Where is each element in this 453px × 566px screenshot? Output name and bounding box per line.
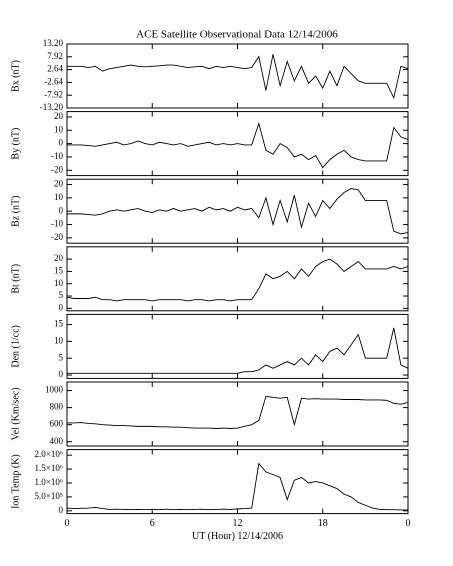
panel-frame	[66, 313, 409, 379]
y-tick-label: 20	[54, 179, 64, 189]
y-tick-label: 0	[59, 138, 64, 148]
y-tick-label: -10	[51, 219, 63, 229]
data-line	[66, 462, 408, 511]
y-tick-label: 1.0×10⁶	[35, 477, 63, 487]
panel-frame	[66, 381, 409, 447]
y-tick-label: -20	[51, 164, 63, 174]
x-tick-label: 18	[318, 518, 328, 529]
y-tick-label: 10	[54, 335, 64, 345]
y-tick-label: 13.20	[43, 38, 64, 48]
y-tick-label: 5.0×10⁵	[35, 491, 63, 501]
x-tick-label: 12	[233, 518, 243, 529]
y-tick-label: 15	[54, 319, 64, 329]
data-line	[66, 258, 409, 302]
y-tick-label: 600	[50, 419, 64, 429]
y-tick-label: 400	[50, 436, 64, 446]
x-tick-label: 0	[65, 518, 70, 529]
y-tick-label: 15	[54, 265, 64, 275]
y-axis-label: Ion Temp (K)	[10, 454, 21, 509]
y-axis-label: Den (1/cc)	[10, 325, 21, 367]
y-axis-label: Bt (nT)	[10, 264, 21, 294]
y-tick-label: 10	[54, 124, 64, 134]
y-tick-label: 7.92	[47, 51, 63, 61]
y-tick-label: 1000	[45, 385, 64, 395]
y-axis-label: Vel (Km/sec)	[10, 387, 21, 440]
panel-frame	[66, 178, 409, 244]
y-tick-label: 10	[54, 192, 64, 202]
y-tick-label: 800	[50, 402, 64, 412]
y-tick-label: 2.0×10⁶	[35, 449, 63, 459]
y-tick-label: 0	[59, 505, 64, 515]
y-tick-label: 20	[54, 253, 64, 263]
y-tick-label: -7.92	[44, 89, 63, 99]
y-axis-label: By (nT)	[10, 128, 21, 160]
y-tick-label: 5	[59, 290, 64, 300]
y-axis-label: Bz (nT)	[10, 196, 21, 227]
y-tick-label: 1.5×10⁶	[35, 463, 63, 473]
y-axis-label: Bx (nT)	[10, 60, 21, 92]
y-tick-label: 2.64	[47, 64, 63, 74]
y-tick-label: -20	[51, 232, 63, 242]
data-line	[67, 54, 409, 100]
data-line	[67, 122, 409, 169]
y-tick-label: 5	[59, 352, 64, 362]
y-tick-label: -10	[51, 151, 63, 161]
y-tick-label: 10	[54, 278, 64, 288]
chart-title: ACE Satellite Observational Data 12/14/2…	[136, 29, 338, 41]
panel-frame	[66, 449, 409, 515]
panel-frame	[66, 246, 409, 312]
y-tick-label: 0	[59, 205, 64, 215]
y-tick-label: 0	[59, 369, 64, 379]
y-tick-label: -13.20	[40, 102, 64, 112]
y-tick-label: -2.64	[44, 76, 63, 86]
x-tick-label: 0	[406, 518, 411, 529]
panel-frame	[66, 43, 409, 109]
x-tick-label: 6	[150, 518, 155, 529]
data-line	[67, 327, 409, 374]
data-line	[67, 188, 409, 235]
data-line	[67, 396, 409, 429]
y-tick-label: 20	[54, 111, 64, 121]
x-axis-label: UT (Hour) 12/14/2006	[192, 531, 283, 542]
y-tick-label: 0	[59, 302, 64, 312]
